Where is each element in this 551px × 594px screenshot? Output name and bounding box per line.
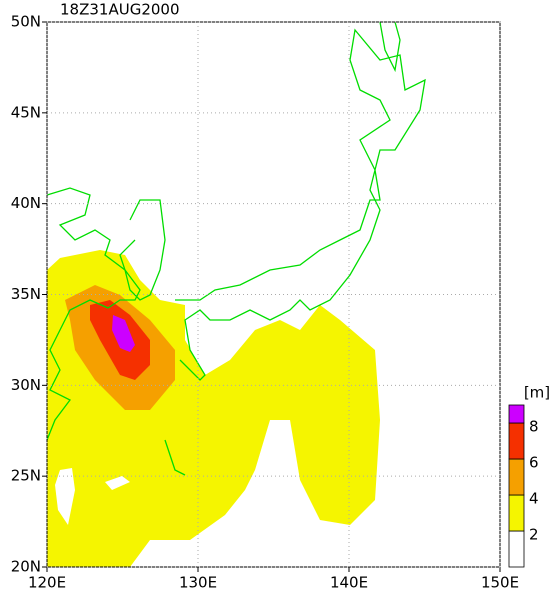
y-tick-label: 40N [11, 194, 41, 212]
y-tick-label: 25N [11, 467, 41, 485]
x-tick-label: 120E [28, 574, 66, 592]
y-tick-label: 45N [11, 103, 41, 121]
coastlines [46, 21, 426, 476]
x-tick-label: 150E [481, 574, 519, 592]
colorbar-label: 2 [529, 526, 539, 544]
coast-japan [175, 28, 426, 381]
y-tick-label: 35N [11, 285, 41, 303]
y-tick-label: 50N [11, 13, 41, 31]
colorbar-label: 4 [529, 490, 539, 508]
coast-korea [119, 199, 166, 301]
taiwan [55, 468, 75, 525]
colorbar-box [508, 530, 525, 568]
y-tick-label: 30N [11, 376, 41, 394]
shade-magenta [112, 315, 135, 352]
coast-china [46, 187, 141, 441]
y-tick-label: 20N [11, 558, 41, 576]
colorbar-box [508, 404, 525, 424]
colorbar-box [508, 458, 525, 496]
map-title: 18Z31AUG2000 [60, 1, 180, 19]
wave-field [47, 250, 380, 567]
coast-islands [164, 439, 186, 476]
x-tick-label: 130E [179, 574, 217, 592]
x-tick-label: 140E [330, 574, 368, 592]
colorbar-unit: [m] [524, 384, 550, 402]
coast-sakhalin [379, 21, 401, 73]
land-gap [105, 476, 130, 490]
colorbar-box [508, 494, 525, 532]
colorbar-label: 6 [529, 454, 539, 472]
colorbar-box [508, 422, 525, 460]
colorbar-label: 8 [529, 418, 539, 436]
